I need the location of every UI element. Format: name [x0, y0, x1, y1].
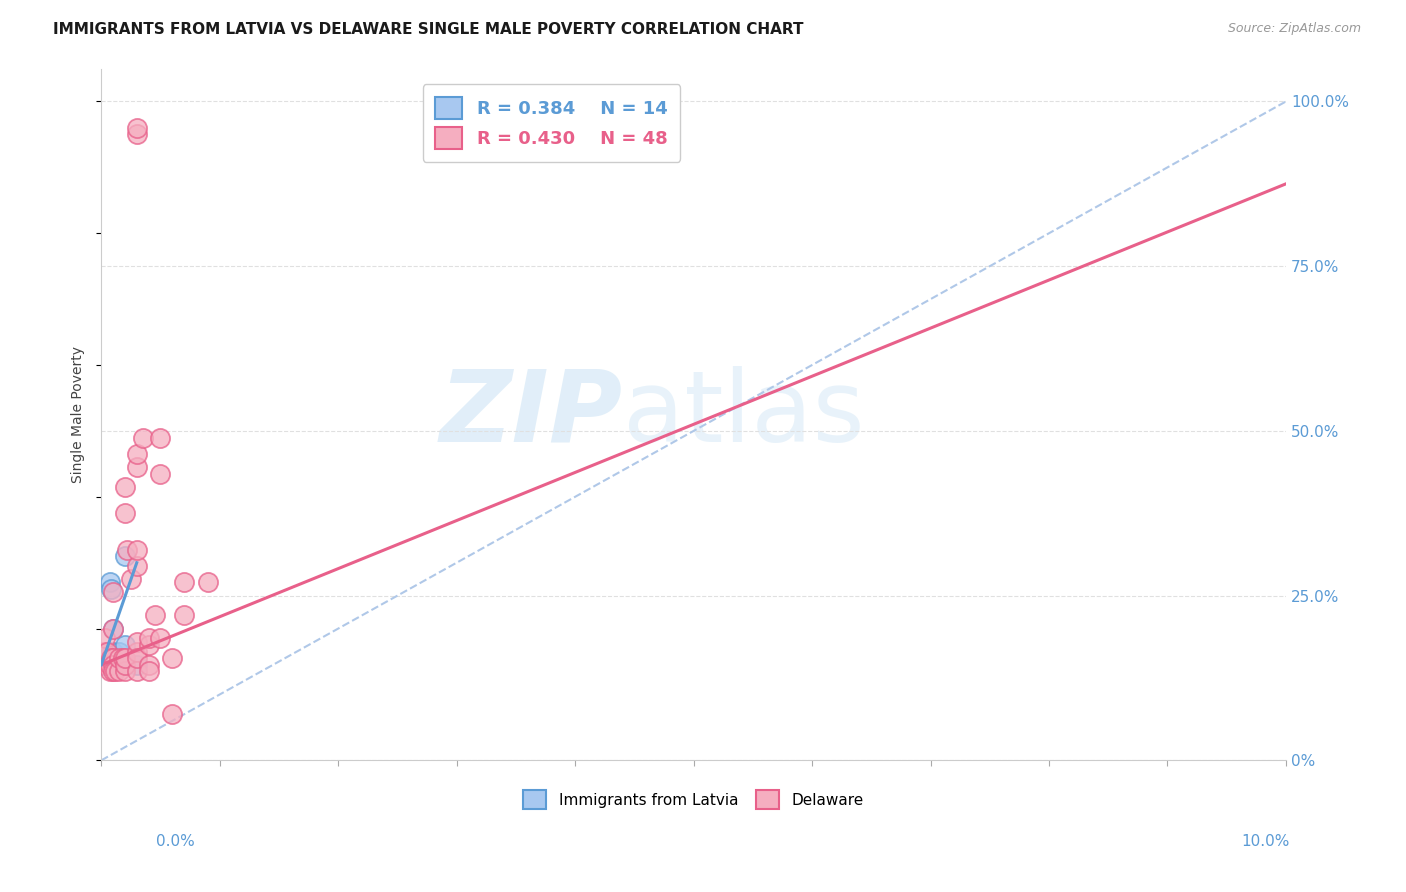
- Point: [96, 645, 118, 659]
- Text: 10.0%: 10.0%: [1241, 834, 1289, 848]
- Point: [101, 657, 124, 672]
- Point: [108, 665, 131, 679]
- Point: [125, 460, 148, 475]
- Point: [197, 575, 219, 590]
- Point: [101, 585, 124, 599]
- Point: [96, 657, 118, 672]
- Text: 0.0%: 0.0%: [156, 834, 195, 848]
- Point: [101, 622, 124, 636]
- Point: [125, 645, 148, 659]
- Point: [108, 645, 131, 659]
- Point: [138, 638, 160, 652]
- Point: [93, 645, 115, 659]
- Point: [114, 549, 136, 563]
- Point: [101, 651, 124, 665]
- Point: [104, 665, 127, 679]
- Point: [108, 651, 131, 665]
- Point: [162, 651, 184, 665]
- Point: [117, 542, 139, 557]
- Point: [125, 128, 148, 142]
- Point: [114, 665, 136, 679]
- Point: [101, 657, 124, 672]
- Point: [131, 430, 153, 444]
- Point: [114, 506, 136, 520]
- Point: [101, 665, 124, 679]
- Point: [101, 622, 124, 636]
- Text: atlas: atlas: [623, 366, 865, 463]
- Point: [114, 657, 136, 672]
- Point: [149, 467, 172, 481]
- Point: [173, 575, 195, 590]
- Text: IMMIGRANTS FROM LATVIA VS DELAWARE SINGLE MALE POVERTY CORRELATION CHART: IMMIGRANTS FROM LATVIA VS DELAWARE SINGL…: [53, 22, 804, 37]
- Point: [114, 651, 136, 665]
- Point: [125, 651, 148, 665]
- Point: [100, 651, 122, 665]
- Point: [100, 582, 122, 596]
- Point: [125, 120, 148, 135]
- Point: [114, 657, 136, 672]
- Legend: Immigrants from Latvia, Delaware: Immigrants from Latvia, Delaware: [517, 784, 870, 815]
- Point: [125, 657, 148, 672]
- Point: [98, 657, 121, 672]
- Point: [143, 608, 166, 623]
- Point: [96, 645, 118, 659]
- Point: [98, 575, 121, 590]
- Point: [149, 430, 172, 444]
- Point: [114, 480, 136, 494]
- Point: [120, 572, 142, 586]
- Point: [97, 657, 120, 672]
- Point: [125, 665, 148, 679]
- Point: [162, 707, 184, 722]
- Point: [125, 447, 148, 461]
- Point: [94, 651, 117, 665]
- Point: [111, 651, 134, 665]
- Point: [101, 645, 124, 659]
- Point: [138, 632, 160, 646]
- Point: [138, 657, 160, 672]
- Y-axis label: Single Male Poverty: Single Male Poverty: [72, 346, 86, 483]
- Point: [149, 632, 172, 646]
- Point: [125, 559, 148, 574]
- Point: [94, 657, 117, 672]
- Text: Source: ZipAtlas.com: Source: ZipAtlas.com: [1227, 22, 1361, 36]
- Point: [125, 634, 148, 648]
- Point: [98, 665, 121, 679]
- Point: [173, 608, 195, 623]
- Point: [94, 632, 117, 646]
- Point: [96, 651, 118, 665]
- Point: [125, 542, 148, 557]
- Text: ZIP: ZIP: [440, 366, 623, 463]
- Point: [114, 638, 136, 652]
- Point: [138, 665, 160, 679]
